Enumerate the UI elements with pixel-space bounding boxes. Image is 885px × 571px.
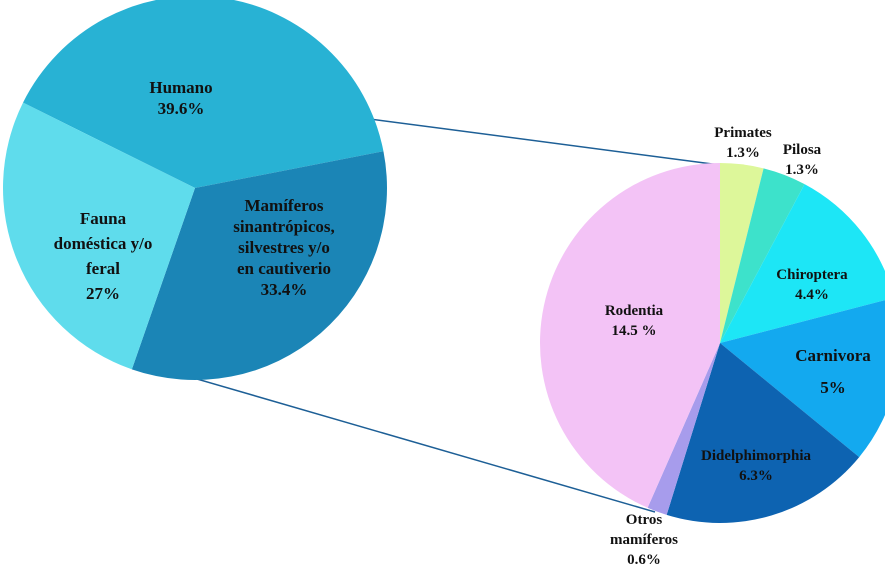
- pie0-slice-0: [23, 0, 384, 188]
- sub-pie-label-2: Chiroptera 4.4%: [776, 267, 848, 303]
- main-pie-label-2: Fauna doméstica y/o feral 27%: [54, 209, 153, 303]
- pie1-slice-6: [539, 163, 720, 508]
- pie1-slice-3: [720, 300, 885, 458]
- sub-pie-label-3: Carnivora 5%: [795, 346, 871, 397]
- sub-pie-label-1: Pilosa 1.3%: [783, 142, 822, 178]
- pie1-slice-4: [666, 343, 860, 523]
- pie1-slice-1: [720, 168, 805, 343]
- sub-pie-label-5: Otros mamíferos 0.6%: [610, 512, 678, 568]
- sub-pie-label-0: Primates 1.3%: [714, 125, 772, 161]
- pie0-slice-1: [131, 151, 387, 380]
- pie0-slice-2: [2, 102, 196, 370]
- sub-pie-label-6: Rodentia 14.5 %: [605, 303, 664, 339]
- main-pie-label-0: Humano 39.6%: [149, 78, 212, 118]
- pie1-slice-5: [647, 343, 720, 515]
- pie1-slice-0: [720, 163, 764, 343]
- main-pie-label-1: Mamíferos sinantrópicos, silvestres y/o en …: [233, 196, 335, 299]
- connector-line-1: [196, 378, 656, 513]
- pie1-slice-2: [720, 184, 885, 343]
- sub-pie-label-4: Didelphimorphia 6.3%: [701, 448, 812, 484]
